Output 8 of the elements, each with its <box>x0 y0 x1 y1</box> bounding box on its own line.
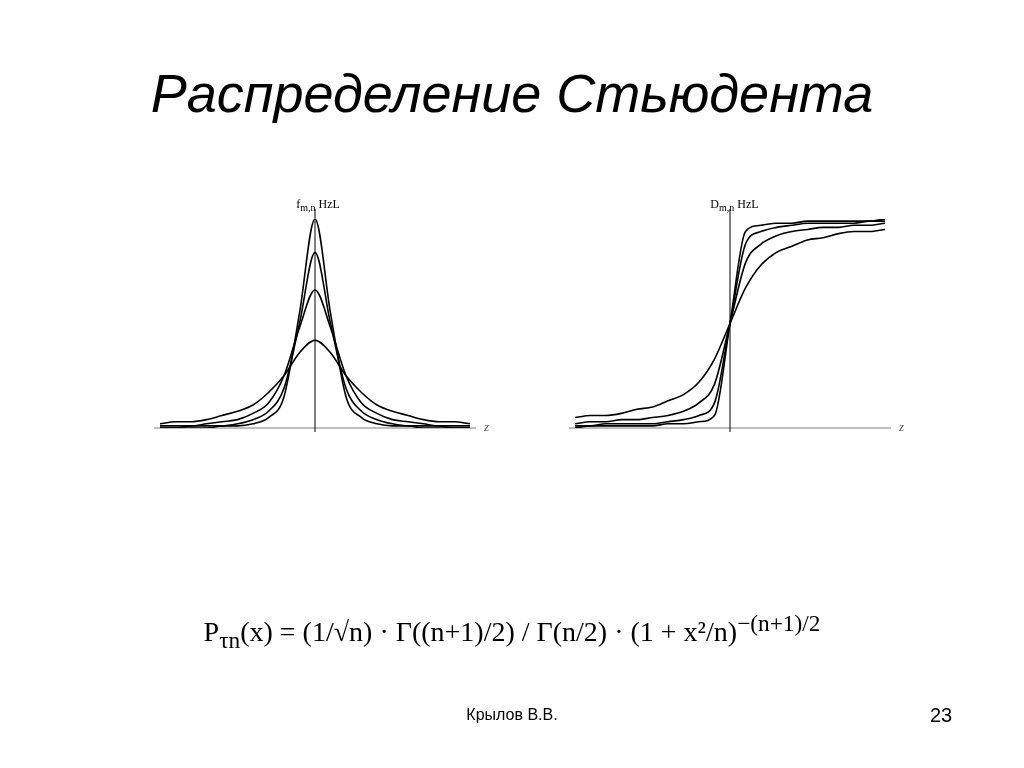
chart-title: Распределение Стьюдента <box>149 62 875 124</box>
y-axis-title: f$_{m,n}$ HzL <box>296 197 340 214</box>
x-axis-title: z <box>899 419 905 435</box>
x-axis-title: z <box>484 419 490 435</box>
text: 23 <box>930 704 953 727</box>
y-axis-title: D$_{m,n}$ HzL <box>710 197 759 214</box>
text: P$_{τn}$(x) = (1/√n) · Γ((n+1)/2) / Γ(n/2) · (1 + x²/n)$^{−(n+1)/2}$ <box>202 610 822 654</box>
text: Крылов В.В. <box>466 706 558 723</box>
